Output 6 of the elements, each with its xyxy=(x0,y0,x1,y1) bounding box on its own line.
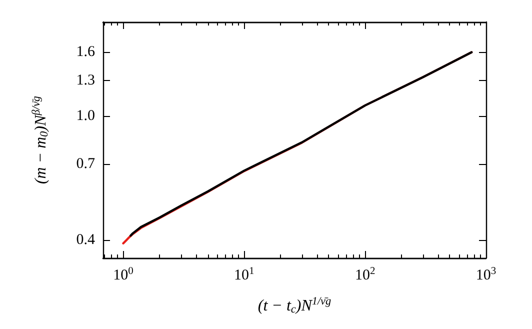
y-tick-label: 0.7 xyxy=(76,156,96,172)
y-tick-label: 0.4 xyxy=(76,232,96,248)
y-tick-label: 1.3 xyxy=(76,72,95,88)
y-tick-label: 1.6 xyxy=(76,44,96,60)
y-tick-label: 1.0 xyxy=(76,108,95,124)
y-axis-title: (m − m0)Nβ/ν̄g xyxy=(30,96,51,184)
